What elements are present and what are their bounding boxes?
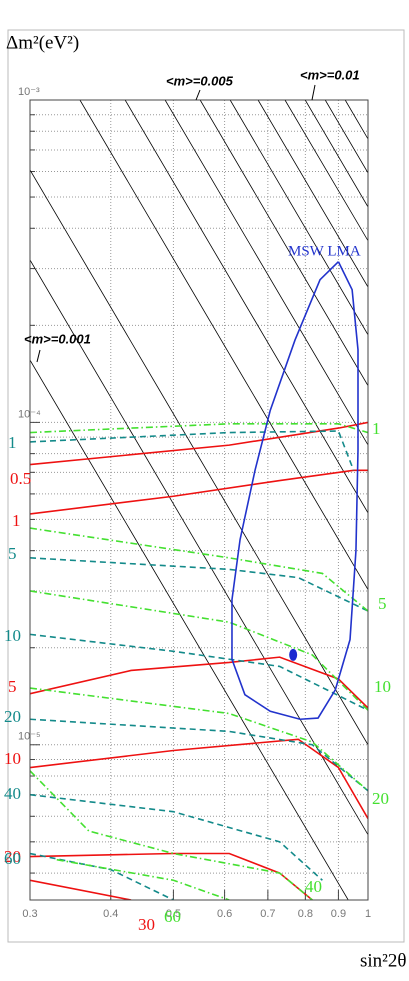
curve [30, 770, 313, 900]
curve [30, 557, 368, 612]
annotation: 10 [4, 626, 21, 645]
annotation: 30 [138, 915, 155, 934]
curve [30, 852, 174, 900]
curve [30, 169, 368, 745]
y-axis-label: Δm²(eV²) [6, 32, 79, 53]
curve [30, 656, 368, 709]
curve [257, 100, 368, 288]
annotation: 10 [374, 677, 391, 696]
curve [30, 430, 355, 471]
annotation: <m>=0.005 [166, 73, 234, 88]
annotation: 20 [372, 789, 389, 808]
curve [30, 359, 349, 900]
best-fit-point [289, 648, 298, 661]
annotation: 20 [4, 847, 21, 866]
annotation: 60 [164, 907, 181, 926]
annotation: 60 [4, 849, 21, 868]
outer-frame [7, 29, 405, 943]
curve [231, 261, 359, 721]
annotation: 1 [8, 433, 17, 452]
curve [79, 100, 368, 590]
x-tick-label: 0.5 [166, 908, 181, 920]
leader [311, 84, 316, 101]
y-tick-label: 10⁻⁵ [18, 731, 41, 743]
curve [56, 858, 230, 900]
annotation: 1 [372, 419, 381, 438]
curve [30, 633, 368, 711]
annotation: 40 [4, 784, 21, 803]
annotation: 5 [8, 544, 17, 563]
x-tick-label: 0.9 [331, 908, 346, 920]
x-tick-label: 0.4 [103, 908, 118, 920]
annotation: <m>=0.001 [24, 331, 91, 346]
annotation: 20 [4, 707, 21, 726]
x-tick-label: 0.8 [298, 908, 313, 920]
curve [30, 590, 368, 711]
curve [324, 100, 368, 174]
annotation: 40 [305, 877, 322, 896]
curve [30, 738, 368, 820]
curve [30, 259, 368, 835]
annotation: 5 [8, 677, 17, 696]
curve [30, 879, 132, 900]
curve [30, 687, 368, 792]
curve [284, 100, 368, 241]
annotation: 5 [378, 594, 387, 613]
curve [199, 100, 368, 386]
curve [30, 852, 313, 900]
plot-frame [29, 99, 369, 901]
curve [30, 718, 368, 792]
curve [304, 100, 368, 208]
curve [344, 100, 368, 140]
annotation: MSW LMA [288, 243, 361, 259]
x-tick-label: 1 [365, 908, 371, 920]
grid [29, 99, 369, 900]
annotation: 1 [12, 511, 21, 530]
annotation: 10 [4, 749, 21, 768]
annotation: <m>=0.01 [300, 67, 360, 82]
curve [164, 100, 368, 446]
curves [30, 100, 368, 900]
curve [30, 422, 368, 434]
curve [30, 527, 368, 612]
curve [124, 100, 368, 514]
curve [30, 469, 368, 515]
labels: 10⁻³ 10⁻⁴ 10⁻⁵ 0.3 0.4 0.5 0.6 0.7 0.8 0.9 1 <m>=0.… [4, 67, 391, 933]
x-tick-label: 0.6 [217, 908, 232, 920]
x-tick-label: 0.3 [22, 908, 37, 920]
leader [36, 349, 41, 363]
curve [229, 100, 368, 335]
y-tick-label: 10⁻³ [18, 86, 40, 98]
leader [195, 89, 201, 101]
x-axis-label: sin²2θ [360, 950, 406, 971]
curve [30, 793, 323, 881]
x-tick-label: 0.7 [260, 908, 275, 920]
annotation: 0.5 [10, 469, 31, 488]
y-tick-label: 10⁻⁴ [18, 408, 41, 420]
curve [30, 421, 368, 466]
